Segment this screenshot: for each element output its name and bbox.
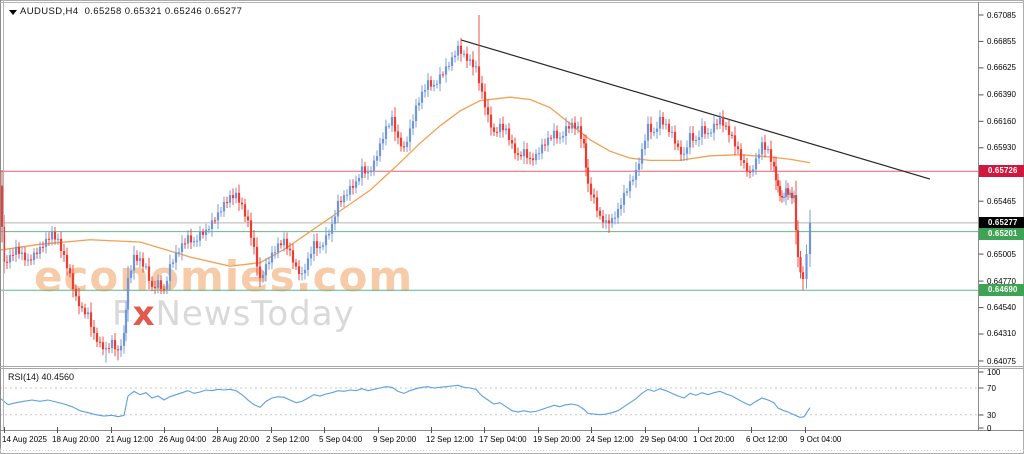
axis-ticks [4,14,984,433]
rsi-pane-graphics [0,384,983,418]
symbol-dropdown-icon[interactable] [9,10,17,15]
date-axis-label: 9 Oct 04:00 [800,435,842,444]
price-axis-label: 0.65005 [987,249,1016,259]
candlestick-series [0,15,812,363]
price-axis-label: 0.66855 [987,36,1016,46]
price-axis-label: 0.64770 [987,276,1016,286]
date-axis-label: 1 Oct 20:00 [693,435,735,444]
moving-average-line [0,96,811,267]
date-axis-label: 17 Sep 04:00 [479,435,527,444]
price-axis-label: 0.66625 [987,63,1016,73]
descending-trendline [460,39,931,180]
date-axis-label: 9 Sep 20:00 [373,435,417,444]
rsi-pane[interactable] [4,369,978,430]
price-axis-label: 0.65930 [987,143,1016,153]
date-axis-label: 26 Aug 04:00 [159,435,207,444]
price-axis-label: 0.66160 [987,116,1016,126]
resistance-price-badge: 0.65726 [979,165,1024,178]
chart-title-ohlc: AUDUSD,H4 0.65258 0.65321 0.65246 0.6527… [20,6,243,17]
current-price-badge: 0.65277 [979,216,1024,229]
price-axis-label: 0.67085 [987,10,1016,20]
price-axis-label: 0.66390 [987,90,1016,100]
date-axis-label: 19 Sep 20:00 [533,435,581,444]
sma-line [0,96,811,267]
rsi-line [0,384,811,418]
watermark-fx-rest: NewsToday [155,294,355,334]
rsi-axis-label: 70 [987,383,996,393]
price-axis-label: 0.65465 [987,196,1016,206]
rsi-axis-label: 30 [987,410,996,420]
price-axis-label: 0.64540 [987,303,1016,313]
support-price-badge-lower: 0.64690 [979,284,1024,297]
rsi-axis-label: 0 [987,423,992,433]
date-axis-label: 24 Sep 12:00 [586,435,634,444]
date-axis-label: 28 Aug 20:00 [212,435,260,444]
chart-plot-area[interactable] [4,3,978,366]
date-axis-label: 29 Sep 04:00 [640,435,688,444]
price-axis-label: 0.64310 [987,329,1016,339]
horizontal-levels [0,170,978,291]
watermark-fx-x: x [132,294,156,334]
date-axis-label: 21 Aug 12:00 [106,435,154,444]
date-axis-label: 6 Oct 12:00 [746,435,788,444]
support-price-badge-upper: 0.65201 [979,227,1024,240]
date-axis-label: 2 Sep 12:00 [266,435,310,444]
trendline [460,39,931,180]
price-axis-label: 0.64075 [987,356,1016,366]
date-axis-label: 12 Sep 12:00 [426,435,474,444]
rsi-indicator-label: RSI(14) 40.4560 [8,372,75,382]
rsi-axis-label: 100 [987,367,1001,377]
date-axis-label: 14 Aug 2025 [2,435,47,444]
date-axis-label: 18 Aug 20:00 [52,435,100,444]
date-axis-label: 5 Sep 04:00 [319,435,363,444]
watermark-economies: economies.com [34,252,414,301]
